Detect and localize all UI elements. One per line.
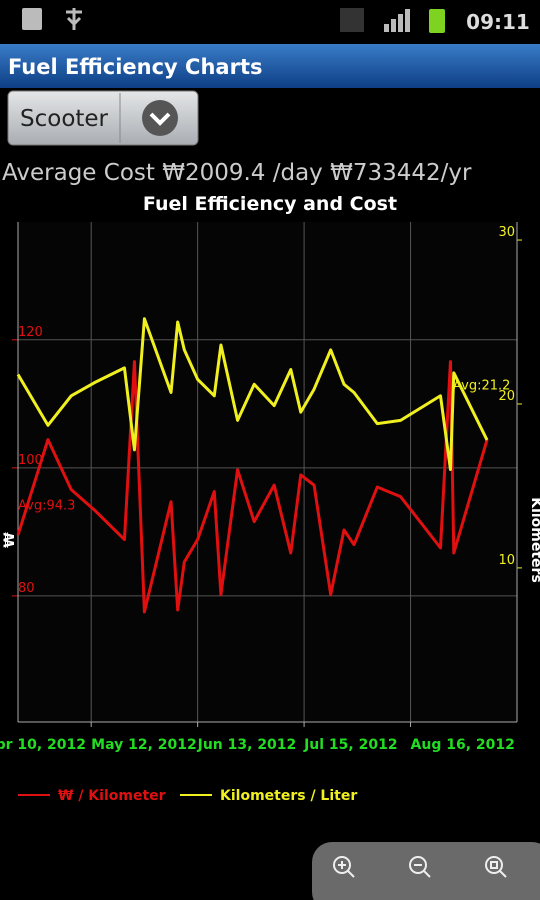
y2-tick-label: 20 xyxy=(498,389,515,404)
download-icon xyxy=(22,8,42,30)
vehicle-selector[interactable]: Scooter xyxy=(7,90,199,146)
selector-arrow[interactable] xyxy=(142,100,178,136)
x-tick-label: Apr 10, 2012 xyxy=(0,737,86,753)
series-line xyxy=(16,360,489,614)
y2-tick-label: 30 xyxy=(498,225,515,240)
chart: Fuel Efficiency and Cost ₩ Kilometers Ap… xyxy=(0,193,540,804)
app-title: Fuel Efficiency Charts xyxy=(8,55,262,79)
zoom-panel xyxy=(312,842,540,900)
x-tick-label: Jul 15, 2012 xyxy=(303,737,398,753)
battery-icon xyxy=(429,9,445,33)
average-annotation: Avg:21.2 xyxy=(453,378,510,393)
x-tick-label: Aug 16, 2012 xyxy=(411,737,515,753)
app-bar xyxy=(0,44,540,88)
legend-label: ₩ / Kilometer xyxy=(58,788,166,804)
y-tick-label: 80 xyxy=(18,581,35,596)
zoom-out[interactable] xyxy=(409,856,431,878)
chart-title: Fuel Efficiency and Cost xyxy=(143,193,397,215)
y-tick-label: 120 xyxy=(18,325,43,340)
legend-label: Kilometers / Liter xyxy=(220,788,357,804)
plot-area xyxy=(18,222,517,722)
signal-icon xyxy=(384,9,410,32)
status-bar: 09:11 xyxy=(22,8,530,34)
usb-icon xyxy=(66,8,82,30)
series-line xyxy=(16,317,489,472)
y-tick-label: 100 xyxy=(18,453,43,468)
x-tick-label: May 12, 2012 xyxy=(91,737,197,753)
clock: 09:11 xyxy=(466,10,530,34)
zoom-controls xyxy=(312,842,540,900)
network-icon xyxy=(340,8,364,32)
cost-summary: Average Cost ₩2009.4 /day ₩733442/yr xyxy=(2,160,472,186)
average-annotation: Avg:94.3 xyxy=(18,498,75,513)
x-tick-label: Jun 13, 2012 xyxy=(197,737,297,753)
zoom-in[interactable] xyxy=(333,856,355,878)
selector-value[interactable]: Scooter xyxy=(20,106,109,132)
y2-axis-label: Kilometers xyxy=(528,497,540,583)
y-axis-label: ₩ xyxy=(2,532,18,548)
chevron xyxy=(149,112,171,126)
zoom-reset[interactable] xyxy=(485,856,507,878)
y2-tick-label: 10 xyxy=(498,553,515,568)
